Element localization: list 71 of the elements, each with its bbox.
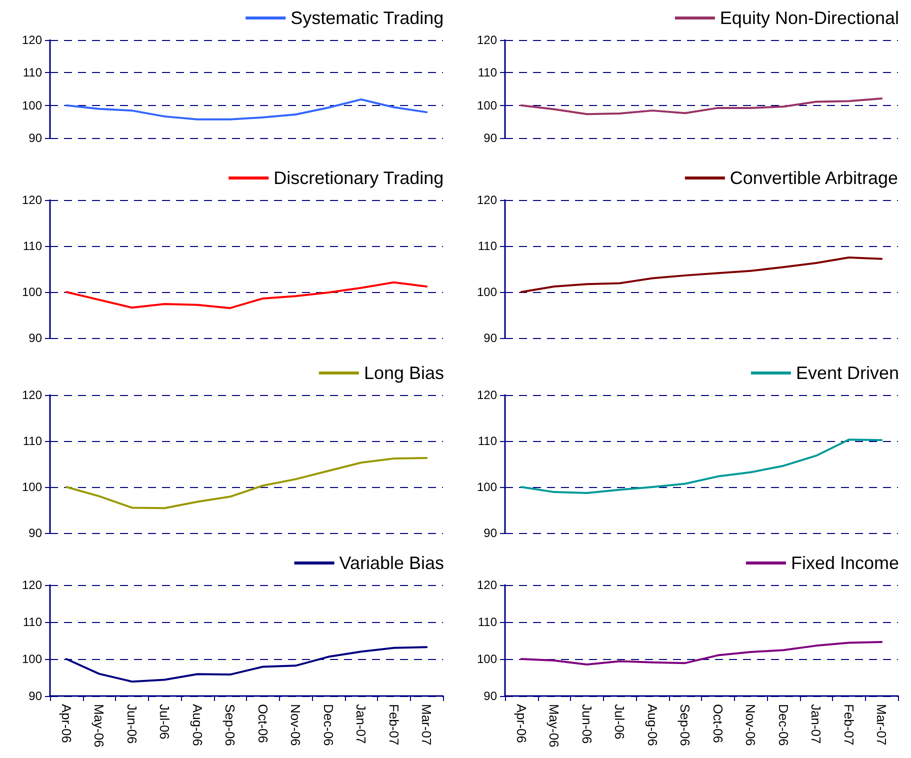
x-tick-label: Apr-06 [58, 704, 74, 744]
legend-label: Fixed Income [790, 553, 900, 573]
x-tick-label: Jan-07 [808, 704, 824, 744]
x-tick-label: Jul-06 [157, 704, 172, 740]
line-series [65, 281, 428, 310]
y-tick-label: 120 [22, 33, 42, 47]
line-series [520, 640, 883, 666]
x-tick-label: Dec-06 [320, 704, 336, 746]
y-tick-label: 100 [22, 652, 42, 666]
line-series [520, 438, 883, 494]
y-tick-label: 100 [476, 285, 498, 299]
x-tick-label: Aug-06 [644, 704, 660, 746]
x-tick-label: Apr-06 [514, 704, 529, 744]
y-tick-label: 110 [22, 615, 42, 629]
x-tick-label: Feb-07 [386, 704, 402, 746]
y-tick-label: 110 [478, 434, 498, 448]
x-tick-label: Feb-07 [841, 704, 856, 746]
y-tick-label: 120 [476, 193, 498, 207]
y-tick-label: 90 [28, 131, 42, 145]
line-series [65, 98, 428, 120]
x-tick-label: Mar-07 [419, 704, 434, 746]
legend-label: Variable Bias [339, 553, 444, 573]
line-series [520, 97, 883, 116]
y-tick-label: 100 [22, 480, 42, 494]
y-tick-label: 110 [22, 239, 42, 253]
y-tick-label: 90 [28, 689, 42, 703]
y-tick-label: 110 [22, 66, 42, 80]
x-tick-label: Jun-06 [124, 704, 140, 744]
y-tick-label: 110 [22, 434, 42, 448]
legend-label: Event Driven [796, 363, 900, 383]
legend-label: Equity Non-Directional [720, 8, 899, 28]
y-tick-label: 110 [478, 66, 498, 80]
y-tick-label: 90 [28, 526, 42, 540]
y-tick-label: 120 [476, 33, 498, 47]
x-tick-label: Jul-06 [612, 704, 628, 740]
legend-label: Long Bias [364, 363, 444, 383]
x-tick-label: Nov-06 [288, 704, 304, 746]
line-series [520, 256, 883, 293]
y-tick-label: 100 [476, 480, 498, 494]
x-tick-label: Sep-06 [222, 704, 238, 746]
y-tick-label: 100 [22, 285, 42, 299]
y-tick-label: 90 [484, 689, 498, 703]
x-tick-label: May-06 [546, 704, 562, 748]
x-tick-label: Nov-06 [743, 704, 758, 746]
y-tick-label: 110 [478, 615, 498, 629]
y-tick-label: 100 [476, 652, 498, 666]
y-tick-label: 120 [22, 388, 42, 402]
y-tick-label: 110 [478, 239, 498, 253]
y-tick-label: 100 [22, 98, 42, 112]
legend-label: Systematic Trading [290, 8, 444, 28]
x-tick-label: Oct-06 [710, 704, 726, 744]
x-tick-label: May-06 [92, 704, 107, 748]
x-tick-label: Dec-06 [776, 704, 791, 746]
x-tick-label: Jan-07 [354, 704, 369, 744]
y-tick-label: 90 [484, 331, 498, 345]
legend-label: Convertible Arbitrage [730, 168, 898, 188]
y-tick-label: 120 [22, 578, 42, 592]
line-series [65, 457, 428, 510]
y-tick-label: 90 [484, 131, 498, 145]
y-tick-label: 90 [484, 526, 498, 540]
x-tick-label: Sep-06 [678, 704, 693, 746]
y-tick-label: 100 [476, 98, 498, 112]
y-tick-label: 120 [476, 578, 498, 592]
x-tick-label: Jun-06 [579, 704, 594, 744]
x-tick-label: Oct-06 [255, 704, 270, 744]
x-tick-label: Aug-06 [190, 704, 205, 746]
y-tick-label: 120 [22, 193, 42, 207]
legend-label: Discretionary Trading [274, 168, 444, 188]
x-tick-label: Mar-07 [874, 704, 890, 746]
y-tick-label: 90 [28, 331, 42, 345]
y-tick-label: 120 [476, 388, 498, 402]
